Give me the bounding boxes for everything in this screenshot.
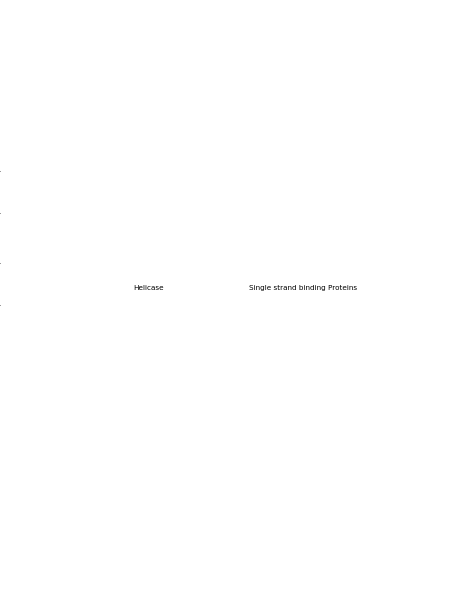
Text: Primase: Primase — [254, 77, 283, 83]
Bar — [89, 160, 96, 183]
Text: Strand that is copied discontinuously because it is traveling away from helicase: Strand that is copied discontinuously be… — [43, 473, 363, 481]
Text: Fragments of copied DNA created on the lagging strand: Fragments of copied DNA created on the l… — [81, 415, 303, 424]
Bar — [150, 160, 157, 183]
Circle shape — [319, 150, 330, 164]
Circle shape — [301, 221, 312, 236]
Bar — [139, 227, 146, 250]
Circle shape — [310, 229, 322, 243]
Bar — [108, 145, 125, 191]
Text: 5.: 5. — [9, 450, 24, 459]
Bar — [224, 160, 231, 183]
Text: DNA Ligase: DNA Ligase — [181, 43, 225, 52]
Bar — [152, 227, 159, 250]
Text: Ligase: Ligase — [24, 77, 47, 83]
Bar — [201, 215, 219, 259]
Text: okazaki: okazaki — [19, 154, 46, 160]
Text: 3: 3 — [81, 219, 85, 226]
Text: Lagging Strand: Lagging Strand — [388, 52, 447, 61]
Text: Date:: Date: — [374, 15, 397, 24]
Text: leading strand: leading strand — [23, 425, 92, 435]
Bar — [74, 242, 277, 251]
Text: Helicase: Helicase — [181, 52, 213, 61]
Bar — [40, 160, 47, 183]
Bar — [164, 227, 171, 250]
Bar — [187, 160, 194, 183]
Bar — [250, 227, 257, 250]
Ellipse shape — [237, 154, 256, 188]
Text: 4 Replication fork is formed: 4 Replication fork is formed — [44, 530, 155, 539]
Circle shape — [339, 147, 350, 161]
Bar — [189, 227, 196, 250]
Bar — [213, 227, 220, 250]
Text: Helicase: Helicase — [19, 461, 69, 471]
Text: www.biologycorner.com: www.biologycorner.com — [157, 593, 232, 598]
Text: The strand that is copied in a continuous way, from the 3’ to 5’ direction: The strand that is copied in a continuou… — [74, 425, 362, 435]
Text: Topoisomerase: Topoisomerase — [377, 210, 425, 215]
Bar — [77, 160, 84, 183]
Bar — [36, 147, 275, 160]
Circle shape — [309, 142, 320, 156]
Text: 8.: 8. — [9, 485, 19, 493]
Bar — [201, 227, 208, 250]
Text: DNA Replication - Labeling: DNA Replication - Labeling — [9, 30, 186, 43]
Text: Enzyme that unwinds DNA: Enzyme that unwinds DNA — [54, 404, 161, 413]
Text: Initiates the synthesis DNA by creating a short RNA segment at replication fork: Initiates the synthesis DNA by creating … — [9, 494, 321, 503]
Bar — [115, 227, 122, 250]
Bar — [126, 160, 133, 183]
Text: DNA polymerase: DNA polymerase — [9, 43, 73, 52]
Text: leading: leading — [16, 473, 57, 482]
Text: 5 DNA helicase unwinds DNA: 5 DNA helicase unwinds DNA — [44, 559, 160, 568]
Text: 4.: 4. — [9, 440, 22, 449]
Bar — [74, 216, 277, 227]
Text: Stabilizes the DNA molecule during replication: Stabilizes the DNA molecule during repli… — [50, 461, 236, 470]
Text: Helicases: Helicases — [19, 404, 64, 413]
Text: Polymerase: Polymerase — [26, 450, 76, 459]
Text: 2 DNA polymerase adds nucleotides in the 5’ to 3’ direction: 2 DNA polymerase adds nucleotides in the… — [44, 520, 284, 529]
Bar — [64, 160, 72, 183]
Text: | Image Credit:: | Image Credit: — [263, 593, 316, 598]
Text: Single strand binding Proteins: Single strand binding Proteins — [249, 285, 357, 291]
Ellipse shape — [166, 159, 181, 183]
Text: Lagging: Lagging — [6, 189, 35, 195]
Text: 1.: 1. — [9, 404, 19, 413]
Circle shape — [331, 232, 343, 246]
Bar — [163, 160, 170, 183]
Text: RNA primer: RNA primer — [164, 83, 204, 89]
FancyBboxPatch shape — [0, 0, 270, 466]
Bar — [236, 160, 243, 183]
Text: (with word bank): (with word bank) — [206, 30, 277, 39]
Text: Primase: Primase — [19, 485, 57, 493]
FancyArrow shape — [301, 194, 329, 216]
Bar — [225, 227, 232, 250]
Bar — [78, 227, 85, 250]
Bar — [114, 160, 120, 183]
Text: 3’    5’: 3’ 5’ — [128, 43, 153, 52]
FancyBboxPatch shape — [0, 0, 270, 492]
Bar — [176, 227, 183, 250]
Text: Leading: Leading — [6, 281, 35, 287]
Text: Binds Okazaki fragments: Binds Okazaki fragments — [47, 440, 146, 449]
Text: Name:: Name: — [119, 15, 147, 24]
Bar — [52, 160, 59, 183]
Text: 3': 3' — [426, 156, 432, 164]
Bar — [91, 227, 98, 250]
Bar — [36, 172, 275, 185]
Circle shape — [311, 159, 323, 173]
Text: Wikimedia Commons: Wikimedia Commons — [315, 593, 381, 598]
Text: 3 DNA polymerase attaches to the primer: 3 DNA polymerase attaches to the primer — [44, 539, 212, 549]
Bar — [237, 227, 245, 250]
Text: Polymerase: Polymerase — [118, 265, 160, 272]
Bar — [199, 160, 206, 183]
Bar — [262, 227, 269, 250]
Bar — [211, 160, 219, 183]
Text: Identify the structure: Identify the structure — [9, 393, 105, 402]
Bar — [201, 145, 219, 186]
Text: 7.: 7. — [9, 473, 17, 481]
Bar — [261, 160, 268, 183]
Bar — [101, 160, 109, 183]
Text: 9.  Place the events in the correct order:: 9. Place the events in the correct order… — [9, 509, 179, 518]
Ellipse shape — [288, 175, 311, 219]
Text: 6.: 6. — [9, 461, 19, 470]
Bar — [248, 160, 255, 183]
